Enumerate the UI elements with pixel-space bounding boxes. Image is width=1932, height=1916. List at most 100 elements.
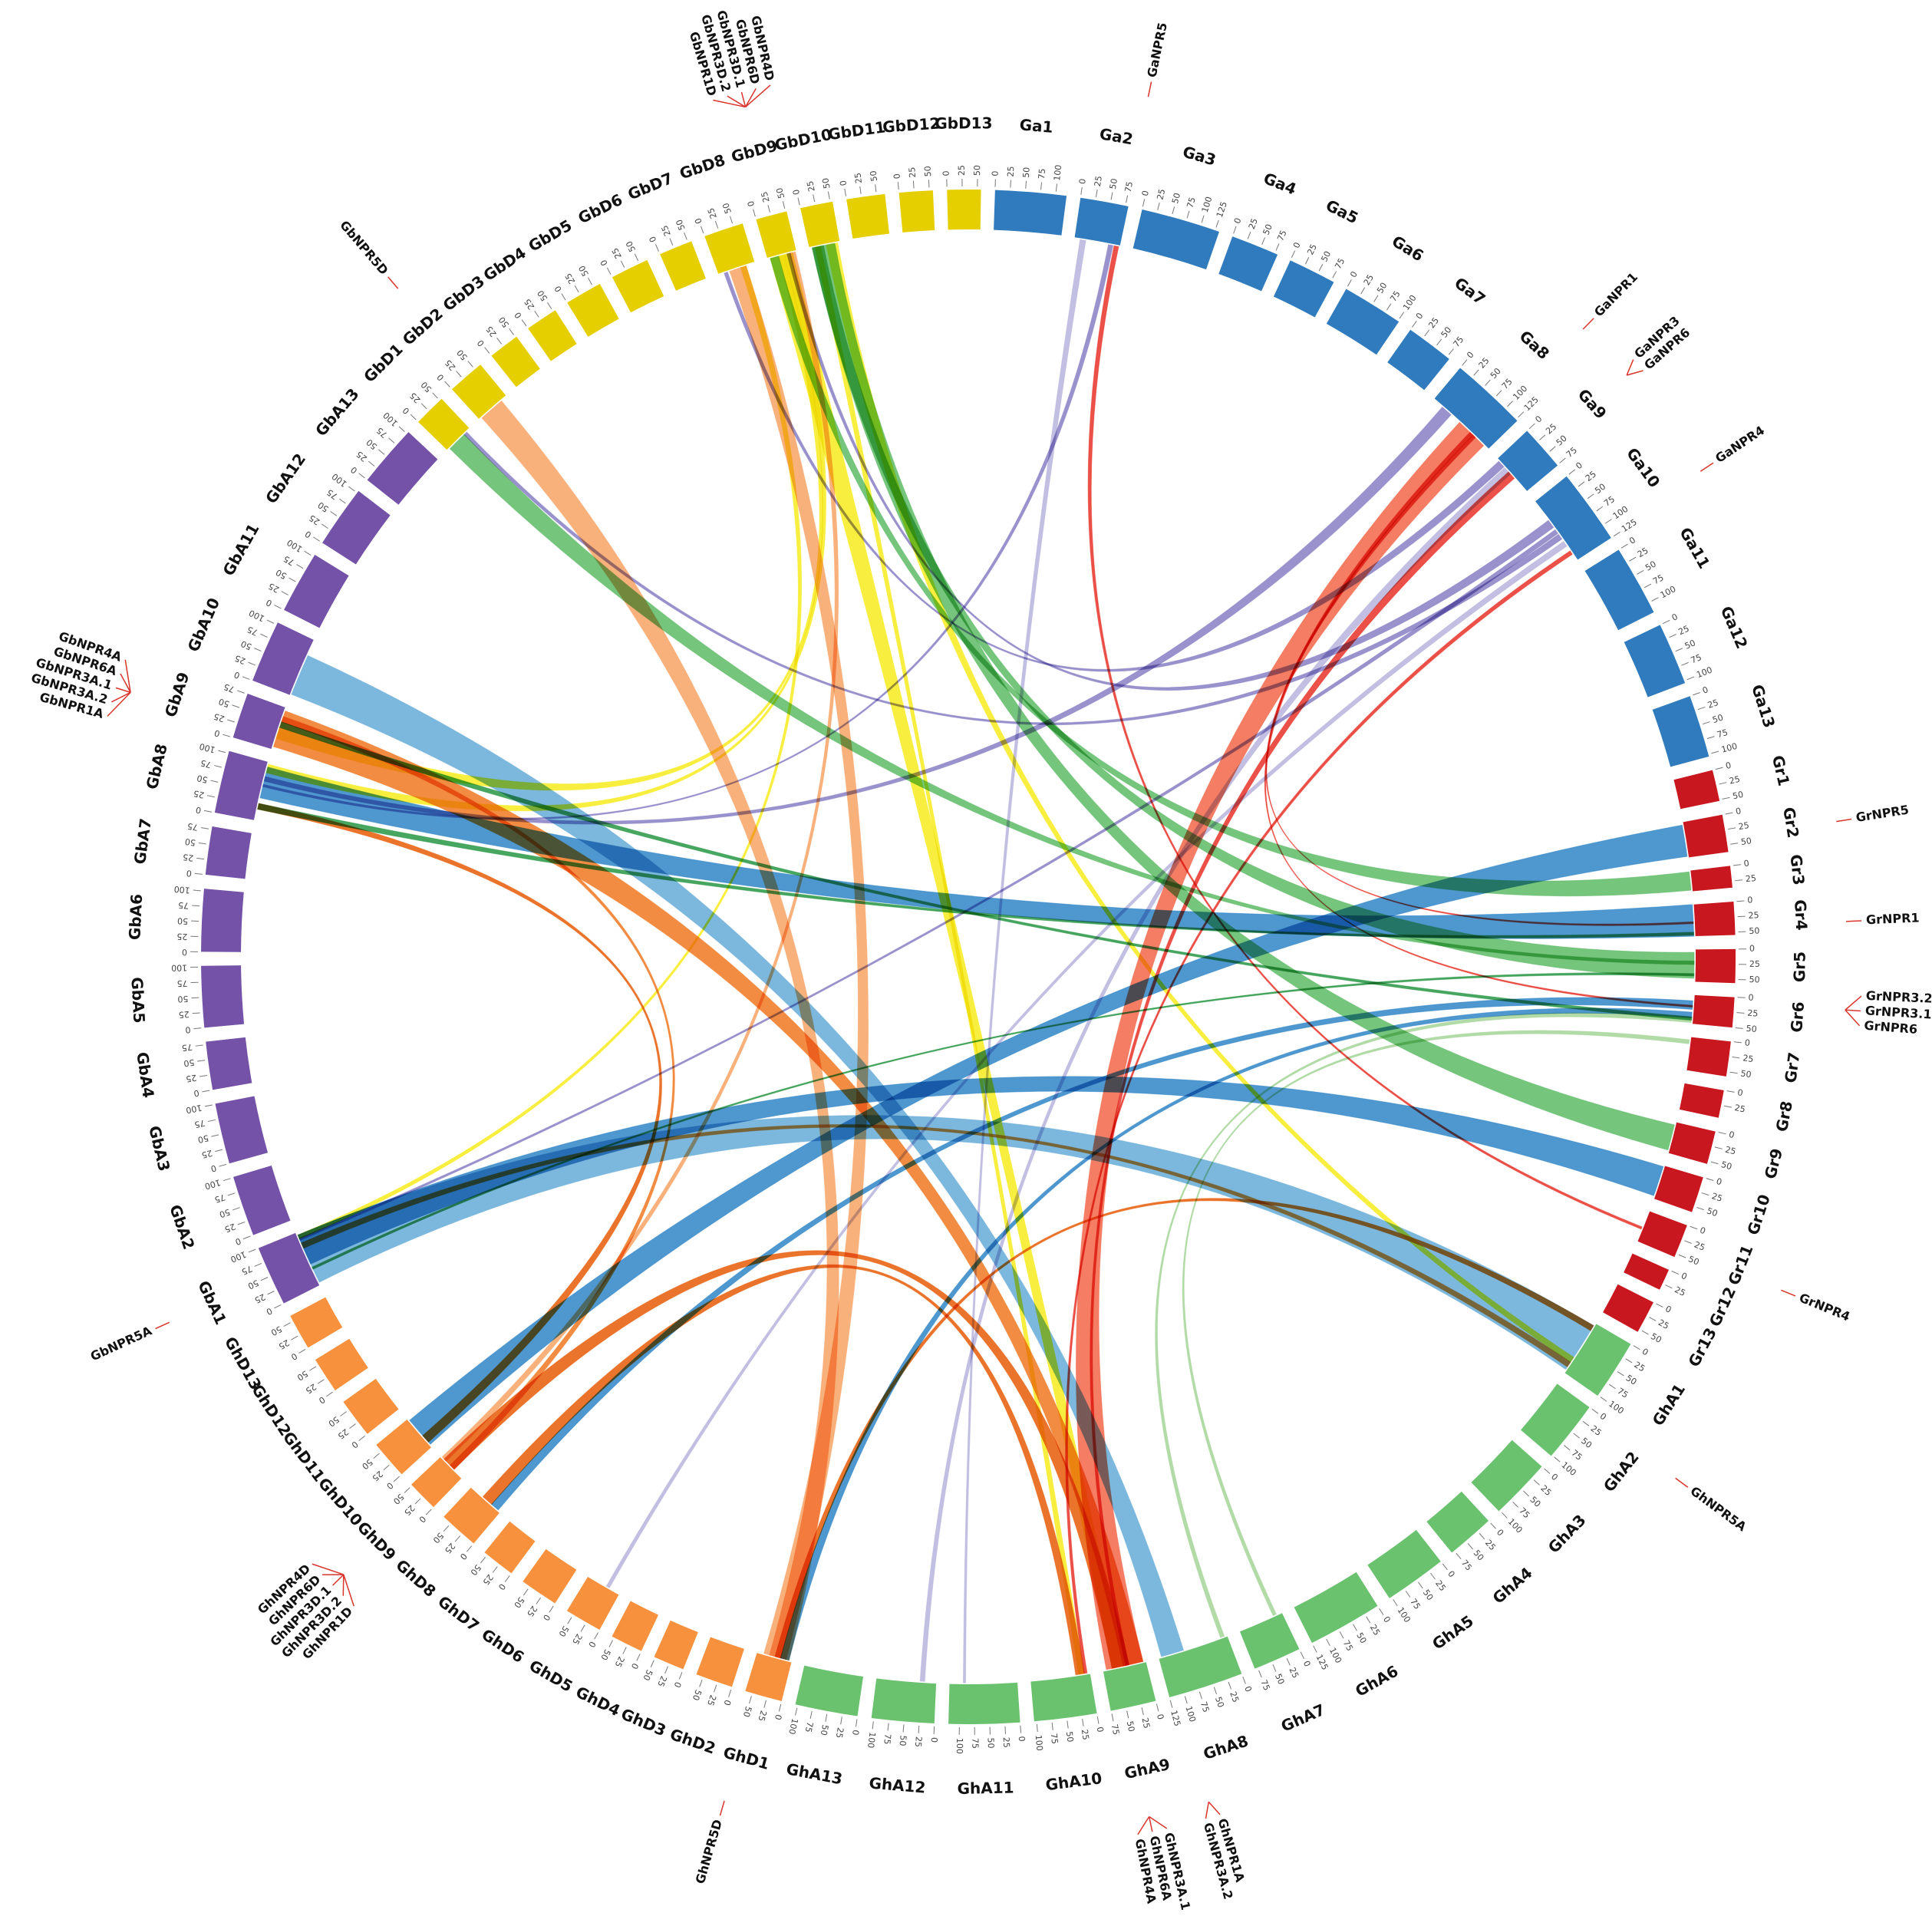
tick-mark: [326, 1391, 333, 1397]
tick-label: 25: [1247, 217, 1260, 231]
chromosome-gha2: [1521, 1383, 1590, 1456]
synteny-link: [482, 1264, 1085, 1676]
tick-mark: [1339, 1631, 1344, 1639]
tick-mark: [1111, 1713, 1114, 1722]
tick-mark: [1473, 369, 1479, 376]
tick-label: 0: [941, 170, 951, 176]
tick-label: 50: [819, 1724, 830, 1736]
tick-label: 25: [1433, 1578, 1448, 1593]
tick-label: 25: [1676, 624, 1690, 638]
tick-label: 25: [706, 206, 719, 219]
tick-mark: [420, 403, 427, 410]
gene-marker-line: [744, 87, 757, 107]
tick-mark: [192, 905, 200, 907]
tick-mark: [1722, 796, 1730, 800]
gene-marker-line: [1148, 1816, 1153, 1832]
tick-mark: [1690, 1225, 1698, 1230]
tick-label: 75: [1109, 1723, 1121, 1736]
tick-mark: [523, 1588, 529, 1596]
chromosome-gba13: [367, 432, 438, 505]
tick-label: 25: [408, 391, 423, 405]
tick-mark: [1600, 1397, 1607, 1402]
tick-mark: [1507, 401, 1513, 407]
tick-label: 0: [265, 1305, 274, 1317]
tick-mark: [1587, 493, 1594, 500]
tick-label: 75: [325, 487, 340, 502]
tick-mark: [684, 232, 687, 240]
tick-mark: [200, 827, 209, 829]
tick-mark: [1735, 1027, 1743, 1029]
chromosome-label-ga8: Ga8: [1516, 327, 1553, 363]
tick-mark: [1730, 843, 1739, 845]
synteny-link: [449, 434, 1695, 965]
tick-label: 50: [1732, 790, 1744, 802]
tick-mark: [1373, 295, 1379, 302]
tick-mark: [1067, 1720, 1069, 1729]
chromosome-label-gba12: GbA12: [262, 450, 309, 506]
chromosome-gba1: [258, 1232, 320, 1304]
tick-mark: [192, 1012, 200, 1014]
tick-mark: [1025, 180, 1027, 189]
tick-mark: [1169, 1700, 1173, 1708]
chromosome-ghd3: [654, 1620, 698, 1670]
tick-label: 75: [240, 1264, 254, 1277]
synteny-link: [272, 711, 1144, 1667]
tick-label: 25: [1228, 1690, 1241, 1704]
chromosome-label-ga4: Ga4: [1261, 169, 1299, 199]
tick-mark: [206, 795, 215, 798]
chromosome-gr6: [1692, 994, 1735, 1028]
gene-marker-line: [120, 673, 131, 693]
tick-mark: [1286, 1657, 1291, 1666]
tick-label: 0: [289, 1350, 299, 1362]
chromosome-label-gba2: GbA2: [166, 1202, 198, 1252]
tick-label: 50: [1170, 192, 1182, 205]
tick-mark: [313, 536, 320, 542]
tick-label: 0: [1465, 350, 1475, 361]
chromosome-label-gbd3: GbD3: [440, 272, 488, 315]
tick-mark: [1442, 1563, 1448, 1571]
gene-marker-line: [1137, 1816, 1150, 1835]
tick-label: 50: [183, 1057, 196, 1069]
synteny-link: [481, 400, 839, 1661]
tick-label: 50: [1439, 325, 1454, 340]
tick-label: 75: [186, 821, 199, 833]
chromosome-label-ghd13: GhD13: [221, 1334, 265, 1393]
tick-mark: [1725, 812, 1733, 815]
tick-mark: [1110, 192, 1113, 200]
tick-label: 25: [570, 1632, 584, 1647]
tick-mark: [218, 750, 226, 754]
chromosome-gha9: [1103, 1662, 1156, 1711]
tick-label: 75: [1258, 1678, 1271, 1692]
gene-marker-line: [1626, 370, 1644, 376]
tick-mark: [1564, 1445, 1571, 1451]
tick-mark: [1719, 782, 1727, 785]
chromosome-gha10: [1030, 1674, 1097, 1722]
tick-label: 75: [1690, 652, 1703, 665]
tick-label: 50: [218, 1207, 231, 1220]
tick-mark: [215, 1149, 223, 1153]
tick-label: 100: [1659, 584, 1678, 600]
tick-mark: [496, 338, 503, 345]
synteny-link: [279, 721, 1693, 1021]
tick-mark: [580, 1624, 585, 1632]
tick-mark: [1651, 597, 1659, 602]
tick-mark: [377, 449, 385, 455]
tick-label: 100: [1607, 1399, 1626, 1416]
tick-label: 0: [838, 180, 849, 186]
tick-mark: [1393, 1599, 1398, 1607]
tick-label: 50: [197, 1133, 210, 1145]
gene-marker-line: [1582, 318, 1594, 330]
tick-mark: [444, 381, 450, 387]
chromosome-gba5: [201, 965, 245, 1028]
tick-label: 50: [898, 1735, 908, 1746]
tick-mark: [193, 889, 201, 892]
tick-mark: [606, 267, 612, 275]
chromosome-ga2: [1074, 197, 1129, 246]
tick-label: 0: [1348, 269, 1360, 279]
tick-label: 25: [193, 788, 205, 800]
tick-mark: [242, 676, 250, 680]
tick-mark: [1549, 446, 1556, 452]
synteny-link: [826, 242, 1574, 1363]
tick-label: 0: [1735, 806, 1742, 816]
tick-label: 100: [786, 1717, 800, 1735]
